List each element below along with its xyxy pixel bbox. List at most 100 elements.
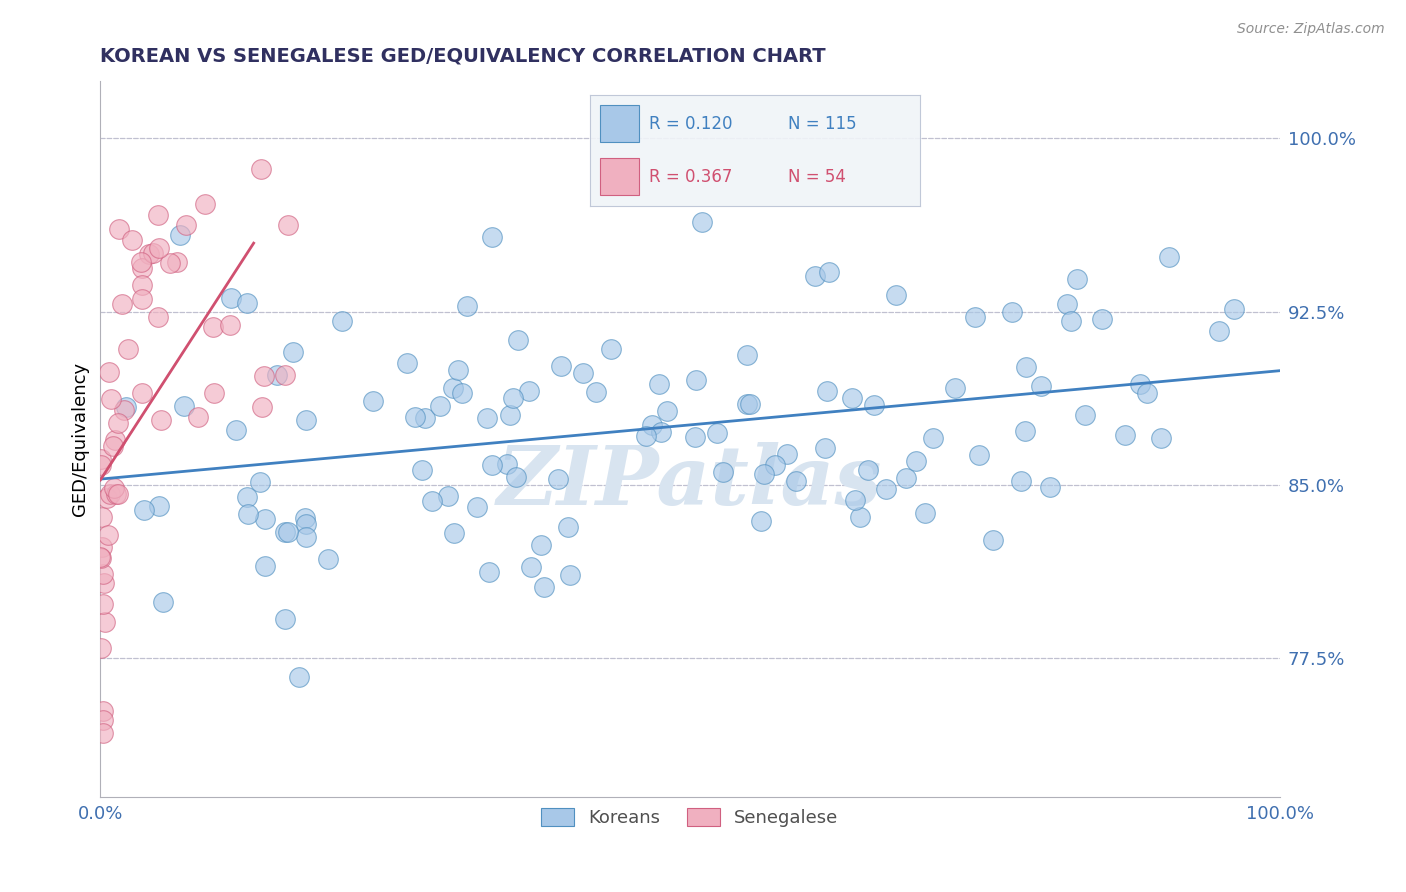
Point bbox=[450, 385, 472, 400]
Point bbox=[413, 411, 436, 425]
Point bbox=[103, 481, 125, 495]
Point bbox=[818, 265, 841, 279]
Point bbox=[169, 228, 191, 243]
Point bbox=[763, 458, 786, 473]
Point bbox=[104, 433, 127, 447]
Point bbox=[107, 416, 129, 430]
Point bbox=[1014, 425, 1036, 439]
Point bbox=[502, 391, 524, 405]
Point bbox=[841, 391, 863, 405]
Point bbox=[91, 540, 114, 554]
Point bbox=[277, 218, 299, 232]
Point bbox=[905, 454, 928, 468]
Point bbox=[585, 385, 607, 400]
Point bbox=[785, 474, 807, 488]
Point bbox=[202, 386, 225, 401]
Point bbox=[274, 368, 297, 382]
Point bbox=[131, 260, 153, 275]
Text: Source: ZipAtlas.com: Source: ZipAtlas.com bbox=[1237, 22, 1385, 37]
Point bbox=[395, 356, 418, 370]
Point bbox=[641, 417, 664, 432]
Point bbox=[465, 500, 488, 514]
Point bbox=[441, 381, 464, 395]
Point bbox=[253, 512, 276, 526]
Point bbox=[804, 268, 827, 283]
Point bbox=[104, 487, 127, 501]
Point bbox=[218, 318, 240, 333]
Point bbox=[91, 567, 114, 582]
Point bbox=[1039, 481, 1062, 495]
Point bbox=[447, 363, 470, 377]
Point bbox=[815, 384, 838, 399]
Point bbox=[91, 713, 114, 727]
Point bbox=[411, 463, 433, 477]
Point bbox=[91, 704, 114, 718]
Point bbox=[129, 254, 152, 268]
Y-axis label: GED/Equivalency: GED/Equivalency bbox=[72, 361, 89, 516]
Point bbox=[735, 397, 758, 411]
Point bbox=[90, 640, 112, 655]
Point bbox=[254, 558, 277, 573]
Point bbox=[249, 475, 271, 489]
Point bbox=[481, 458, 503, 472]
Point bbox=[194, 196, 217, 211]
Point bbox=[517, 384, 540, 399]
Point bbox=[1010, 474, 1032, 488]
Point bbox=[429, 399, 451, 413]
Point bbox=[266, 368, 288, 382]
Point bbox=[294, 530, 316, 544]
Point bbox=[107, 487, 129, 501]
Point bbox=[295, 517, 318, 532]
Point bbox=[149, 413, 172, 427]
Point bbox=[776, 446, 799, 460]
Point bbox=[437, 489, 460, 503]
Point bbox=[1157, 250, 1180, 264]
Point bbox=[599, 343, 621, 357]
Point bbox=[655, 404, 678, 418]
Point bbox=[572, 366, 595, 380]
Point bbox=[1001, 304, 1024, 318]
Point bbox=[1114, 428, 1136, 442]
Point bbox=[111, 296, 134, 310]
Point bbox=[1129, 377, 1152, 392]
Point bbox=[533, 580, 555, 594]
Point bbox=[713, 466, 735, 480]
Point bbox=[875, 482, 897, 496]
Point bbox=[1136, 385, 1159, 400]
Point bbox=[856, 463, 879, 477]
Point bbox=[94, 615, 117, 629]
Point bbox=[288, 670, 311, 684]
Point bbox=[316, 552, 339, 566]
Point bbox=[121, 233, 143, 247]
Text: ZIPatlas: ZIPatlas bbox=[498, 442, 883, 522]
Point bbox=[863, 398, 886, 412]
Point bbox=[1060, 314, 1083, 328]
Point bbox=[187, 410, 209, 425]
Point bbox=[1015, 360, 1038, 375]
Point bbox=[142, 245, 165, 260]
Point bbox=[148, 499, 170, 513]
Point bbox=[173, 399, 195, 413]
Point bbox=[921, 431, 943, 445]
Point bbox=[166, 255, 188, 269]
Point bbox=[1208, 325, 1230, 339]
Point bbox=[884, 288, 907, 302]
Point bbox=[97, 527, 120, 541]
Point bbox=[236, 507, 259, 521]
Point bbox=[422, 493, 444, 508]
Point bbox=[814, 441, 837, 455]
Point bbox=[1031, 378, 1053, 392]
Point bbox=[97, 366, 120, 380]
Point bbox=[236, 490, 259, 504]
Point bbox=[481, 229, 503, 244]
Point bbox=[148, 241, 170, 255]
Point bbox=[508, 333, 530, 347]
Point bbox=[131, 278, 153, 293]
Legend: Koreans, Senegalese: Koreans, Senegalese bbox=[534, 800, 846, 834]
Point bbox=[132, 503, 155, 517]
Point bbox=[90, 452, 112, 467]
Point bbox=[963, 310, 986, 325]
Point bbox=[749, 515, 772, 529]
Point bbox=[252, 369, 274, 384]
Point bbox=[685, 430, 707, 444]
